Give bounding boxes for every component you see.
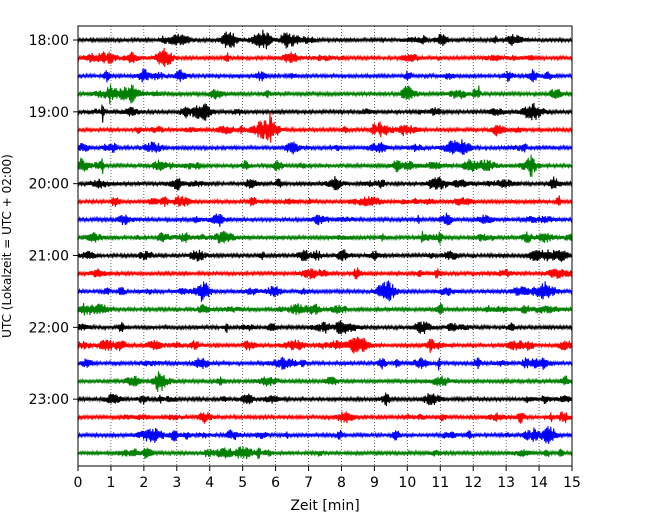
trace-18:15 bbox=[77, 47, 573, 68]
trace-22:45 bbox=[77, 371, 573, 392]
grid-lines bbox=[110, 26, 540, 466]
x-tick-label: 12 bbox=[464, 475, 482, 491]
y-tick-label: 21:00 bbox=[29, 249, 69, 265]
x-tick-label: 8 bbox=[337, 475, 346, 491]
trace-22:15 bbox=[77, 336, 573, 354]
trace-22:00 bbox=[77, 320, 573, 335]
trace-23:15 bbox=[77, 411, 573, 424]
trace-group bbox=[77, 29, 573, 460]
y-tick-label: 22:00 bbox=[29, 320, 69, 336]
x-tick-label: 1 bbox=[106, 475, 115, 491]
x-tick-label: 11 bbox=[431, 475, 449, 491]
y-axis: 18:00 19:00 20:00 21:00 22:00 23:00 bbox=[29, 33, 78, 408]
trace-21:15 bbox=[77, 267, 573, 280]
trace-19:00 bbox=[77, 102, 573, 123]
x-tick-label: 15 bbox=[563, 475, 581, 491]
trace-20:30 bbox=[77, 212, 573, 227]
y-tick-label: 20:00 bbox=[29, 177, 69, 193]
trace-18:45 bbox=[77, 84, 573, 105]
trace-23:45 bbox=[77, 446, 573, 460]
trace-19:15 bbox=[77, 112, 573, 143]
trace-21:00 bbox=[77, 249, 573, 262]
x-tick-label: 10 bbox=[398, 475, 416, 491]
trace-18:00 bbox=[77, 29, 573, 50]
x-tick-label: 7 bbox=[304, 475, 313, 491]
trace-20:00 bbox=[77, 176, 573, 191]
trace-18:30 bbox=[77, 68, 573, 83]
trace-19:30 bbox=[77, 139, 573, 155]
trace-20:15 bbox=[77, 195, 573, 207]
trace-21:30 bbox=[77, 280, 573, 302]
trace-21:45 bbox=[77, 302, 573, 316]
x-tick-label: 13 bbox=[497, 475, 515, 491]
x-tick-label: 6 bbox=[271, 475, 280, 491]
y-tick-label: 19:00 bbox=[29, 105, 69, 121]
x-axis: 0 1 2 3 4 5 6 7 8 9 10 11 12 13 14 15 bbox=[74, 466, 581, 491]
trace-23:30 bbox=[77, 426, 573, 445]
trace-22:30 bbox=[77, 356, 573, 371]
plot-frame bbox=[77, 25, 573, 467]
x-tick-label: 5 bbox=[238, 475, 247, 491]
x-tick-label: 3 bbox=[172, 475, 181, 491]
x-tick-label: 4 bbox=[205, 475, 214, 491]
x-tick-label: 2 bbox=[139, 475, 148, 491]
trace-23:00 bbox=[77, 392, 573, 407]
trace-19:45 bbox=[77, 154, 573, 177]
y-tick-label: 18:00 bbox=[29, 33, 69, 49]
y-axis-label: UTC (Lokalzeit = UTC + 02:00) bbox=[0, 154, 14, 338]
x-axis-label: Zeit [min] bbox=[290, 498, 359, 514]
x-tick-label: 0 bbox=[74, 475, 83, 491]
x-tick-label: 14 bbox=[530, 475, 548, 491]
x-tick-label: 9 bbox=[370, 475, 379, 491]
trace-20:45 bbox=[77, 230, 573, 245]
y-tick-label: 23:00 bbox=[29, 392, 69, 408]
